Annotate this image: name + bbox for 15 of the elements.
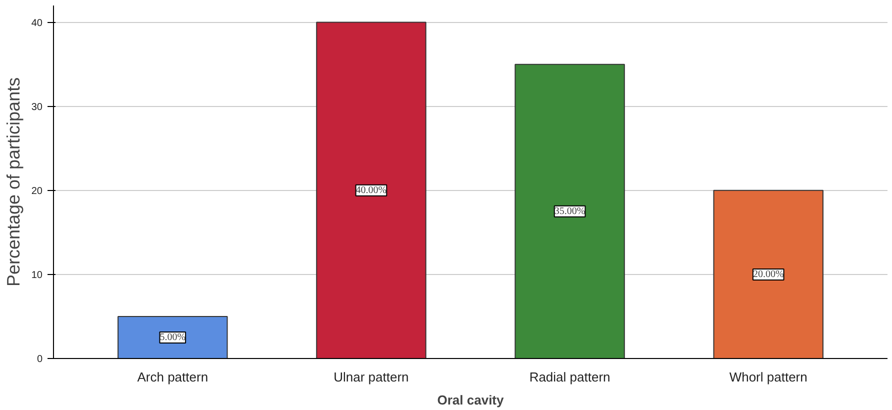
bar	[514, 64, 625, 358]
y-tick-label: 10	[31, 270, 43, 281]
y-tick-label: 0	[36, 354, 43, 365]
x-tick-label: Ulnar pattern	[334, 370, 409, 384]
bar	[118, 316, 228, 358]
x-tick-label: Arch pattern	[137, 370, 208, 384]
x-tick-label: Whorl pattern	[729, 370, 808, 384]
y-tick-label: 40	[31, 18, 43, 29]
y-axis-title: Percentage of participants	[3, 77, 24, 287]
bar	[316, 22, 426, 358]
y-tick-label: 20	[31, 186, 43, 197]
x-tick-label: Radial pattern	[529, 370, 610, 384]
x-axis-title: Oral cavity	[437, 392, 505, 408]
y-tick-label: 30	[31, 102, 43, 113]
bar	[713, 190, 824, 358]
